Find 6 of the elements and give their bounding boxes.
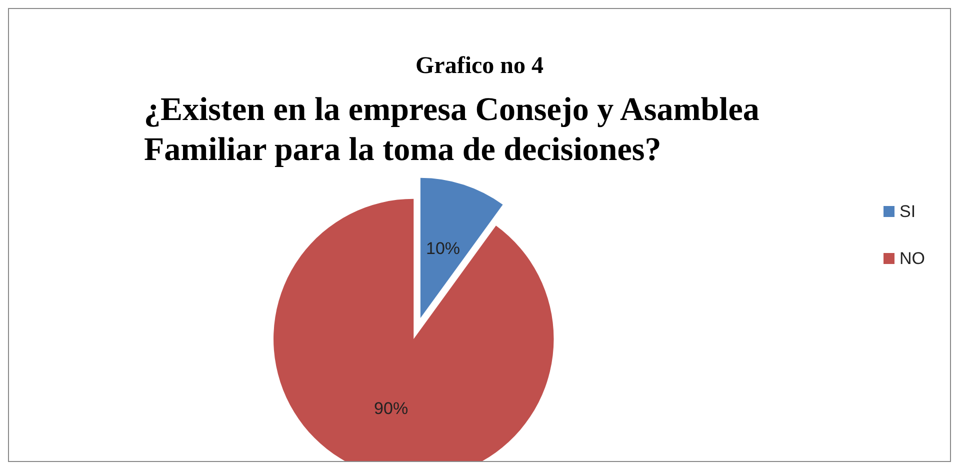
chart-title: Grafico no 4 — [416, 53, 544, 79]
legend-label: SI — [900, 202, 916, 221]
data-label: 90% — [374, 398, 408, 418]
legend-label: NO — [900, 249, 925, 268]
data-label: 10% — [426, 239, 460, 258]
chart-subtitle: ¿Existen en la empresa Consejo y Asamblea Familiar para la toma de decisiones? — [144, 92, 768, 168]
